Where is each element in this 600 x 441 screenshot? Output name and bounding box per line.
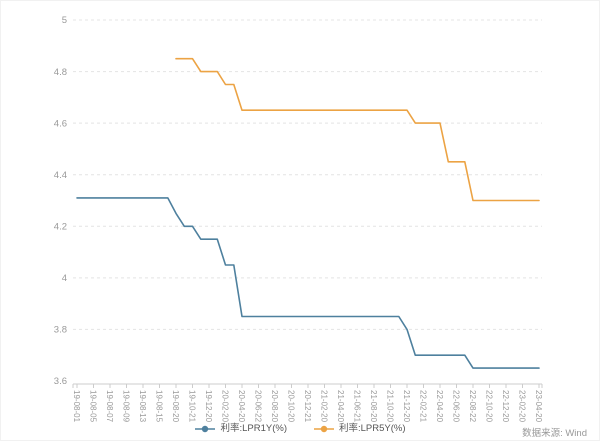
series-line-lpr5y — [175, 57, 540, 202]
y-axis-tick-label: 4.4 — [54, 170, 67, 181]
x-axis-tick-label: 22-10-20 — [485, 390, 494, 423]
x-axis-tick-label: 19-08-05 — [89, 390, 98, 423]
x-axis-tick-label: 21-08-20 — [369, 390, 378, 423]
y-axis-tick-label: 5 — [62, 15, 67, 26]
x-axis-tick-label: 23-04-20 — [534, 390, 543, 423]
legend-label-lpr5y: 利率:LPR5Y(%) — [339, 423, 406, 434]
y-axis-tick-label: 4.2 — [54, 222, 67, 233]
x-axis-tick-label: 20-04-20 — [237, 390, 246, 423]
x-axis-tick-label: 19-08-13 — [138, 390, 147, 423]
x-axis-tick-label: 20-08-20 — [270, 390, 279, 423]
x-axis-tick-label: 19-08-01 — [72, 390, 81, 423]
y-axis-tick-label: 4 — [62, 273, 67, 284]
data-source-note: 数据来源: Wind — [522, 428, 587, 439]
x-axis-tick-label: 19-08-07 — [105, 390, 114, 423]
legend-item-lpr5y[interactable]: 利率:LPR5Y(%) — [313, 424, 406, 434]
x-axis-tick-label: 19-10-21 — [188, 390, 197, 423]
x-axis-tick-label: 19-08-15 — [155, 390, 164, 423]
y-axis-tick-label: 4.6 — [54, 118, 67, 129]
lpr5y-line-marker-icon — [314, 425, 334, 433]
x-axis-tick-label: 20-06-22 — [254, 390, 263, 423]
series-line-lpr1y — [76, 197, 540, 369]
y-axis-tick-label: 3.8 — [54, 325, 67, 336]
x-axis-tick-label: 21-02-20 — [320, 390, 329, 423]
lpr1y-line-marker-icon — [195, 425, 216, 433]
x-axis-tick-label: 21-06-21 — [353, 390, 362, 423]
x-axis-tick-label: 19-08-09 — [122, 390, 131, 423]
x-axis-tick-label: 22-06-20 — [452, 390, 461, 423]
x-axis-tick-label: 22-04-20 — [435, 390, 444, 423]
x-axis-tick-label: 21-04-20 — [336, 390, 345, 423]
x-axis-tick-label: 22-02-21 — [419, 390, 428, 423]
x-axis-tick-label: 19-12-20 — [204, 390, 213, 423]
y-axis-tick-label: 3.6 — [54, 376, 67, 387]
y-axis-tick-label: 4.8 — [54, 67, 67, 78]
x-axis-tick-label: 21-12-20 — [402, 390, 411, 423]
legend-label-lpr1y: 利率:LPR1Y(%) — [220, 423, 287, 434]
x-axis-tick-label: 22-08-22 — [468, 390, 477, 423]
x-axis-tick-label: 21-10-20 — [386, 390, 395, 423]
x-axis-tick-label: 23-02-20 — [518, 390, 527, 423]
x-axis-tick-label: 20-10-20 — [287, 390, 296, 423]
x-axis-tick-label: 20-02-20 — [221, 390, 230, 423]
x-axis-tick-label: 19-08-20 — [171, 390, 180, 423]
legend-item-lpr1y[interactable]: 利率:LPR1Y(%) — [194, 424, 287, 434]
x-axis-tick-label: 22-12-20 — [501, 390, 510, 423]
chart-legend: 利率:LPR1Y(%) 利率:LPR5Y(%) — [1, 421, 599, 437]
x-axis-tick-label: 20-12-21 — [303, 390, 312, 423]
